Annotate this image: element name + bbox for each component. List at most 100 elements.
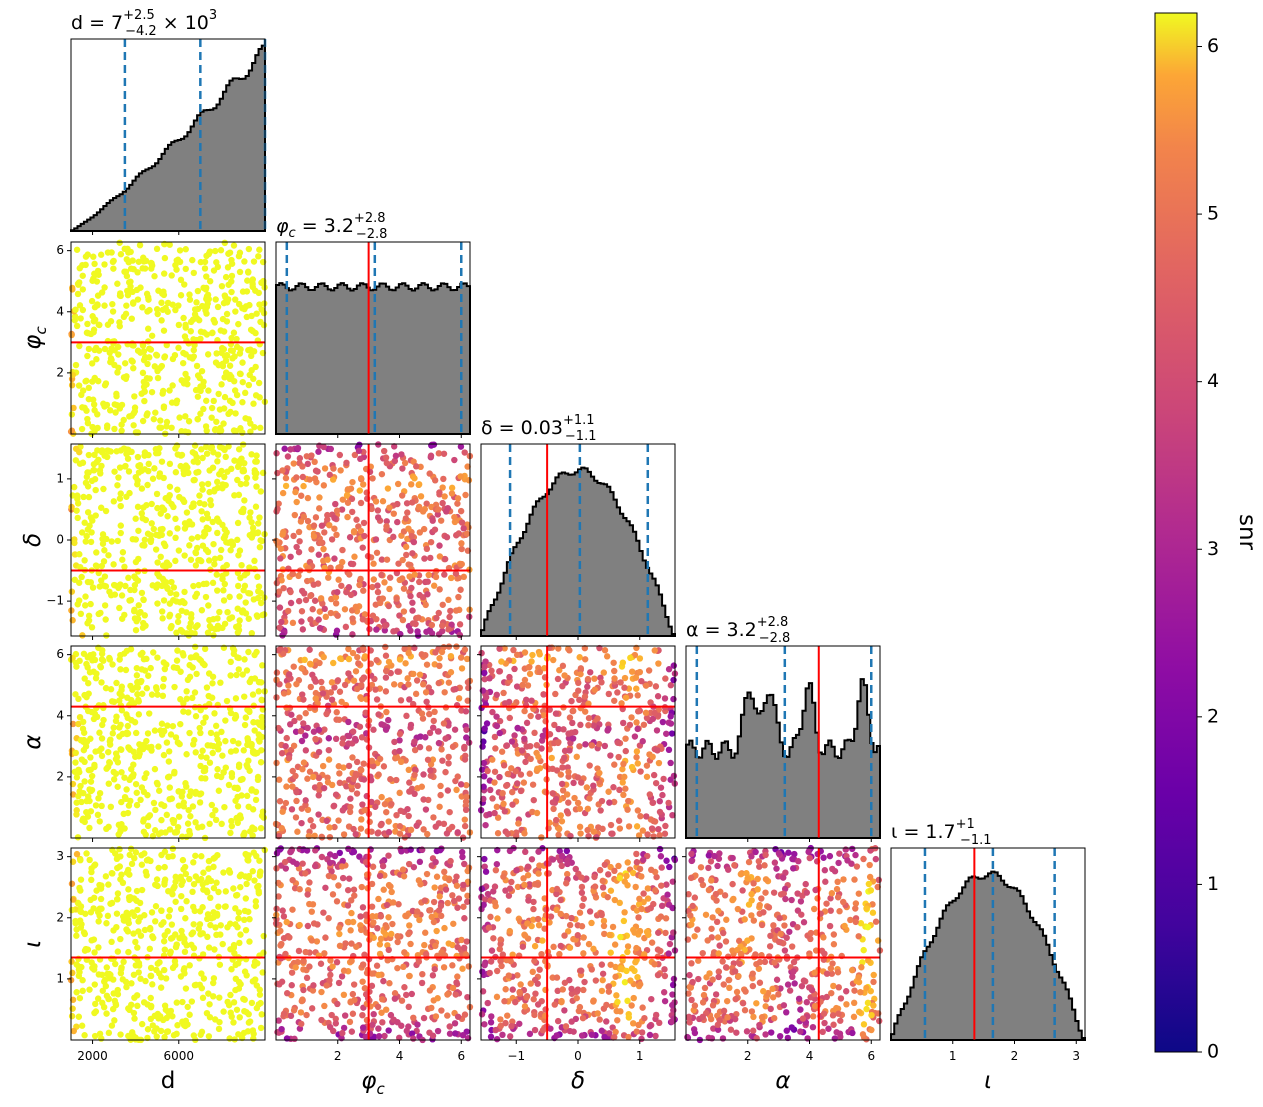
scatter-point [481,1021,488,1028]
scatter-point [73,932,80,939]
scatter-point [489,795,496,802]
scatter-point [478,704,485,712]
scatter-point [190,269,197,277]
scatter-point [150,649,157,656]
scatter-point [75,382,83,389]
scatter-point [436,553,444,560]
scatter-point [234,803,242,810]
scatter-point [313,938,321,945]
scatter-point [480,901,487,909]
scatter-point [287,599,295,607]
scatter-point [667,759,674,767]
scatter-point [632,883,639,891]
scatter-point [114,280,121,287]
scatter-point [227,829,234,837]
scatter-point [615,862,622,870]
histogram-title: α = 3.2+2.8 −2.8 [686,615,790,646]
scatter-point [85,451,93,459]
scatter-point [84,509,92,516]
scatter-point [180,314,187,322]
scatter-point [620,719,627,727]
scatter-point [441,868,448,876]
scatter-point [173,399,180,407]
scatter-point [109,730,116,737]
scatter-point [435,739,443,747]
scatter-point [249,280,256,288]
scatter-point [369,913,376,920]
scatter-point [347,999,354,1006]
scatter-point [345,645,352,653]
scatter-point [155,532,163,539]
scatter-point [212,296,219,303]
scatter-point [670,772,678,780]
scatter-point [163,341,170,349]
scatter-point [399,556,406,564]
scatter-point [400,873,408,880]
scatter-point [458,848,466,856]
scatter-point [448,490,456,497]
scatter-point [409,550,416,557]
scatter-point [132,558,140,566]
scatter-point [310,773,317,781]
scatter-point [388,800,395,808]
scatter-point [390,899,397,906]
scatter-point [502,986,509,993]
scatter-point [130,748,137,756]
scatter-point [192,749,199,756]
scatter-point [651,818,659,825]
scatter-point [430,814,437,821]
scatter-point [436,542,443,549]
scatter-point [191,476,198,484]
scatter-point [372,803,379,810]
scatter-point [568,990,576,997]
scatter-point [197,931,204,938]
scatter-point [531,729,538,737]
scatter-point [181,939,188,946]
y-tick-label: 6 [56,647,64,661]
scatter-point [257,599,265,607]
scatter-point [494,915,501,922]
scatter-point [117,447,125,454]
scatter-point [293,474,300,481]
scatter-point [329,891,337,898]
scatter-point [214,615,221,622]
scatter-point [169,722,177,730]
scatter-point [411,738,418,745]
scatter-point [145,451,152,459]
scatter-point [423,661,431,668]
scatter-point [235,909,243,916]
scatter-point [228,334,235,342]
scatter-point [656,798,663,805]
scatter-point [220,587,227,594]
scatter-point [190,346,197,354]
scatter-point [278,940,285,948]
scatter-point [423,870,431,878]
scatter-point [234,819,242,827]
scatter-point [496,773,503,781]
scatter-point [121,611,128,619]
scatter-point [279,650,287,657]
scatter-point [293,498,300,506]
scatter-point [78,573,85,581]
scatter-point [95,918,102,925]
scatter-point [185,631,192,639]
scatter-point [378,470,386,478]
scatter-point [362,1033,369,1041]
scatter-point [153,306,161,313]
scatter-point [253,458,260,465]
scatter-point [253,982,260,989]
scatter-point [656,831,663,839]
scatter-point [72,691,79,698]
scatter-point [93,549,100,556]
scatter-point [350,848,358,856]
scatter-point [349,754,356,761]
scatter-point [73,322,81,330]
scatter-point [339,1029,346,1037]
scatter-point [480,738,487,745]
scatter-point [107,971,114,979]
scatter-point [115,351,122,358]
scatter-point [584,805,592,812]
scatter-point [339,740,346,747]
scatter-point [360,760,367,767]
scatter-point [127,682,134,690]
